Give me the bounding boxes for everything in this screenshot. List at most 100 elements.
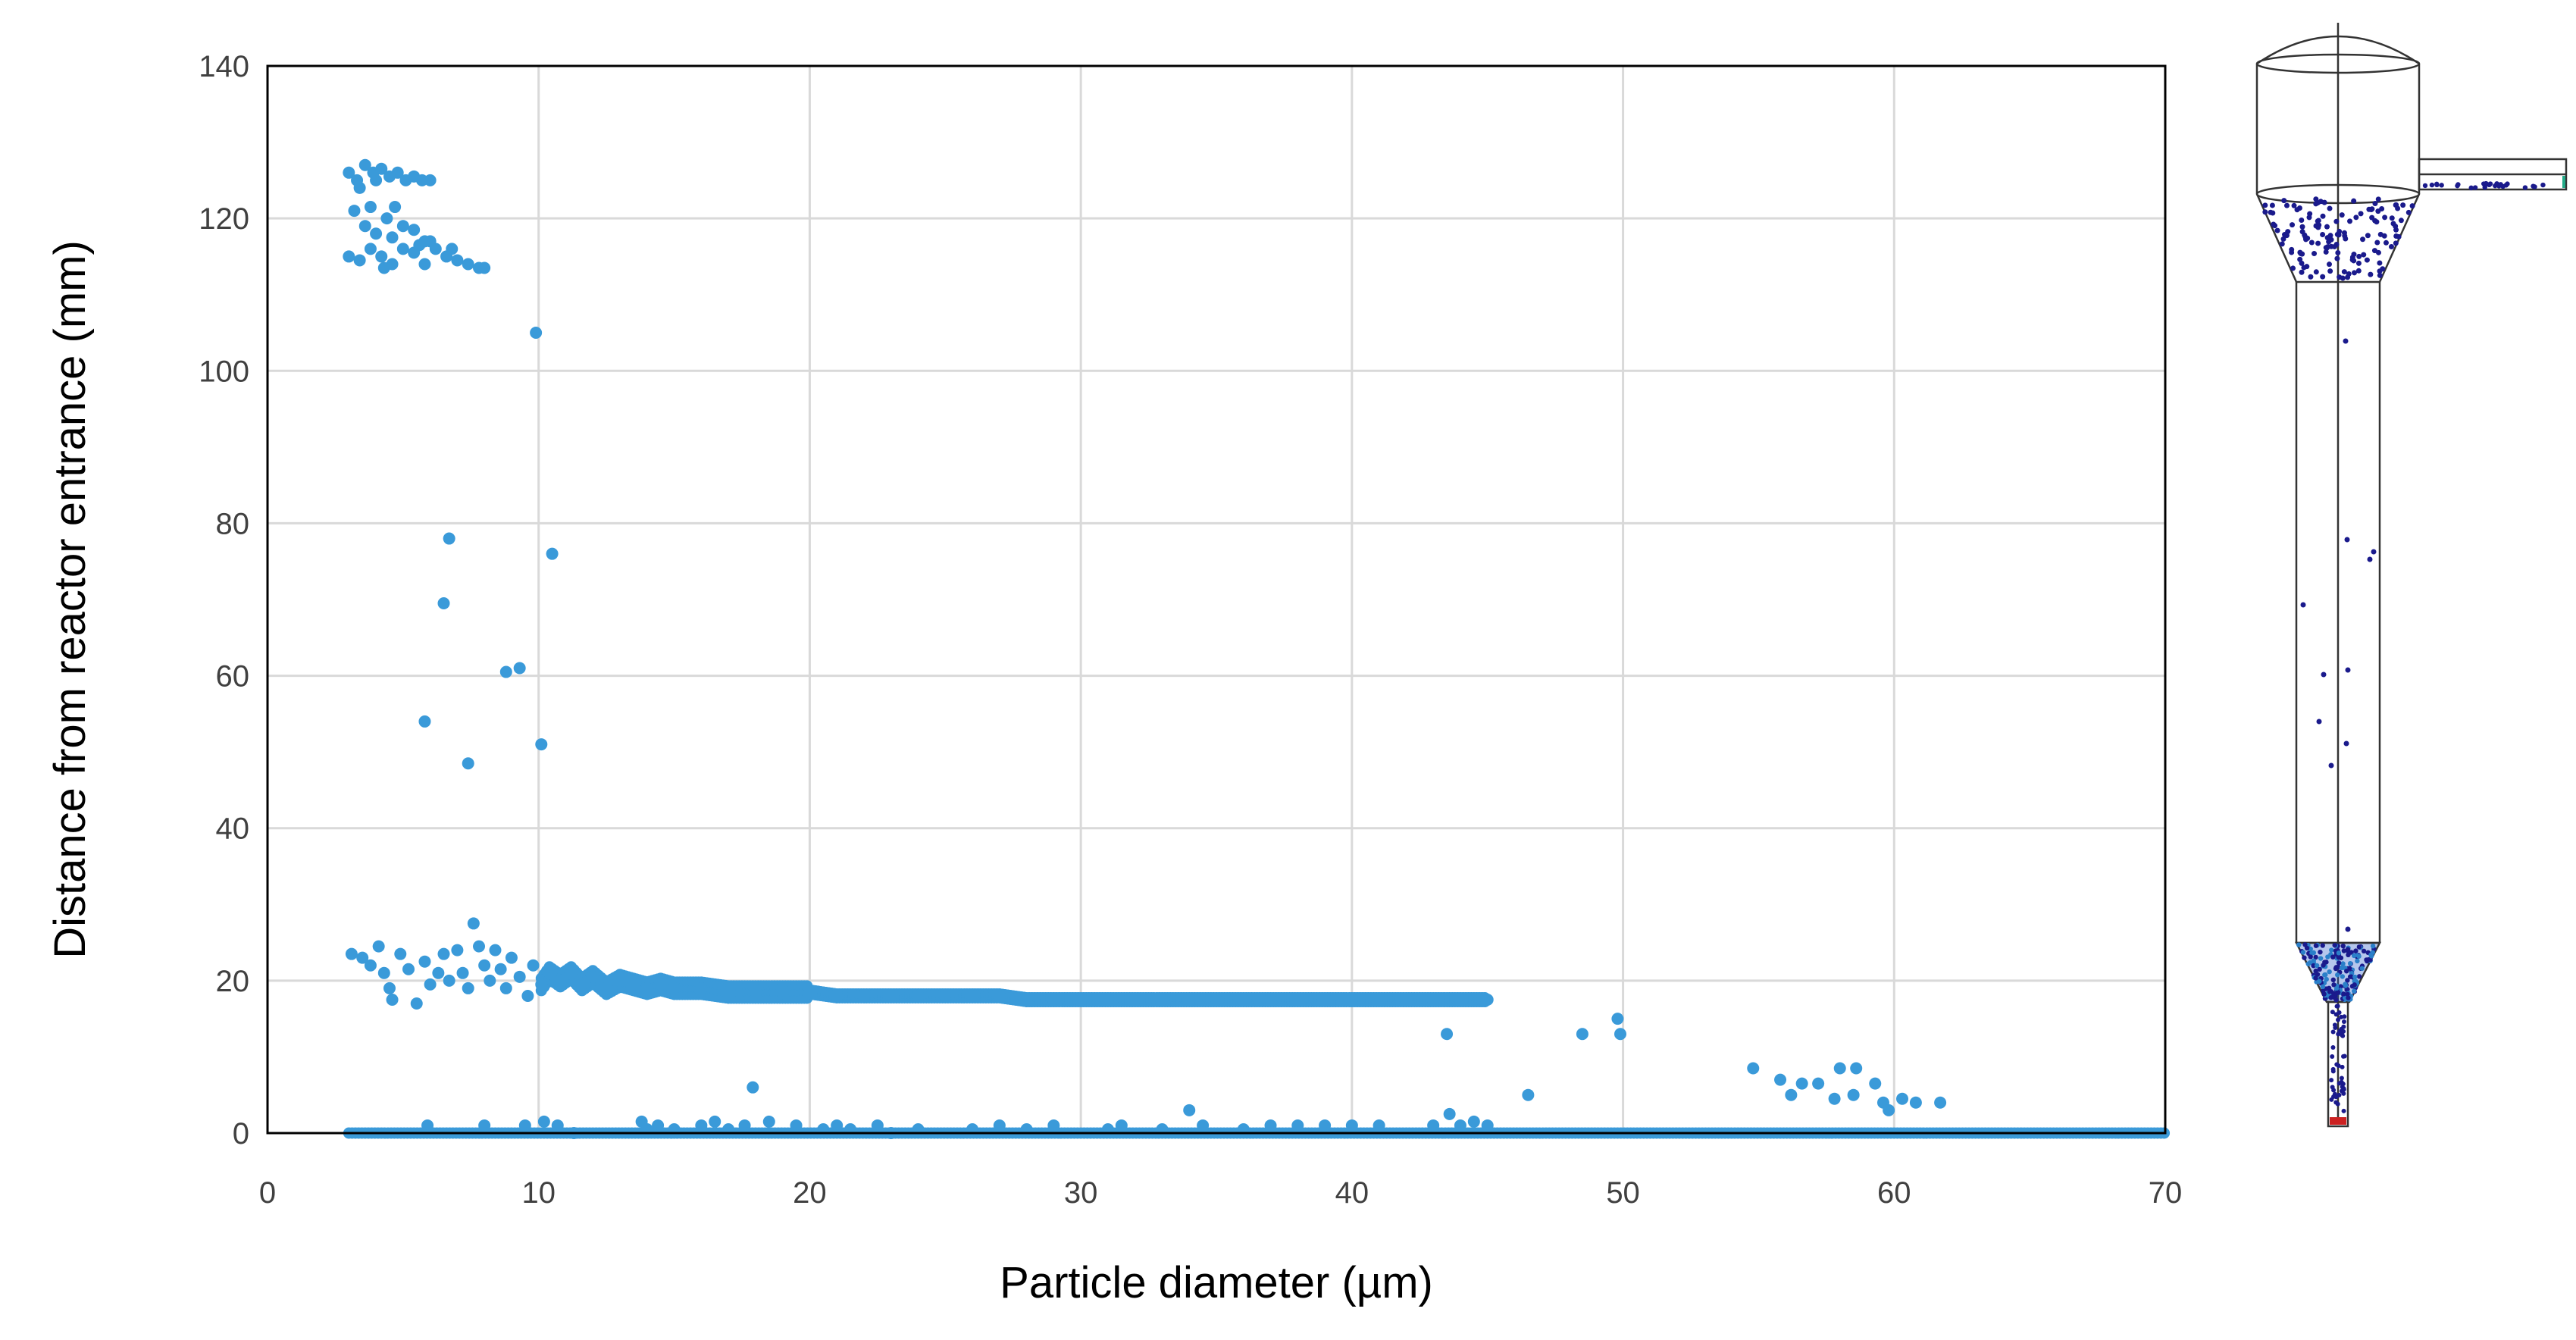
reactor-particle — [2330, 954, 2336, 960]
reactor-particle — [2375, 196, 2381, 202]
data-point — [966, 989, 979, 1002]
reactor-particle — [2333, 965, 2339, 970]
reactor-particle — [2318, 199, 2324, 205]
reactor-particle — [2382, 214, 2388, 221]
reactor-particle — [2333, 986, 2340, 991]
data-point — [1522, 1088, 1535, 1101]
reactor-particle — [2531, 183, 2536, 189]
reactor-particle — [2339, 1014, 2344, 1019]
reactor-particle — [2355, 268, 2362, 274]
data-point — [776, 985, 789, 998]
reactor-particle — [2289, 246, 2295, 252]
reactor-particle — [2439, 183, 2444, 188]
data-point — [1909, 1096, 1922, 1109]
reactor-particle — [2294, 207, 2300, 213]
reactor-particle — [2356, 974, 2362, 979]
data-point — [1454, 1119, 1466, 1132]
reactor-particle — [2337, 228, 2343, 234]
x-tick-label: 20 — [793, 1176, 827, 1210]
reactor-particle — [2361, 252, 2367, 258]
reactor-particle — [2342, 233, 2348, 239]
reactor-particle — [2300, 602, 2306, 608]
reactor-particle — [2369, 214, 2375, 221]
data-point — [1237, 994, 1250, 1006]
reactor-particle — [2308, 240, 2315, 246]
data-point — [348, 205, 361, 218]
data-point — [1443, 1107, 1456, 1120]
reactor-particle — [2315, 240, 2321, 246]
reactor-particle — [2500, 183, 2506, 189]
data-point — [1850, 1062, 1863, 1075]
reactor-particle — [2340, 974, 2346, 979]
data-point — [1291, 994, 1304, 1006]
reactor-particle — [2359, 966, 2365, 971]
reactor-particle — [2317, 966, 2322, 972]
data-point — [513, 662, 526, 675]
data-point — [1128, 994, 1141, 1006]
x-axis-title: Particle diameter (µm) — [1000, 1258, 1433, 1307]
reactor-particle — [2522, 185, 2528, 190]
y-tick-label: 120 — [199, 202, 249, 236]
reactor-particle — [2330, 1029, 2336, 1035]
x-tick-label: 30 — [1064, 1176, 1098, 1210]
y-tick-label: 20 — [216, 965, 250, 998]
data-point — [1934, 1096, 1947, 1109]
data-point — [462, 258, 474, 271]
data-point — [652, 1119, 665, 1132]
reactor-particle — [2367, 556, 2373, 562]
reactor-particle — [2361, 948, 2367, 954]
plot-area-frame — [266, 64, 2167, 1135]
data-point — [467, 917, 480, 930]
data-point — [396, 220, 409, 233]
reactor-particle — [2472, 185, 2478, 190]
data-point — [473, 940, 486, 953]
data-point — [993, 989, 1006, 1002]
data-point — [1373, 994, 1385, 1006]
reactor-particle — [2262, 202, 2268, 208]
reactor-particle — [2327, 989, 2333, 994]
data-point — [418, 955, 431, 968]
reactor-particle — [2356, 944, 2362, 950]
reactor-particle — [2330, 1069, 2336, 1074]
reactor-particle — [2307, 211, 2313, 217]
data-point — [627, 978, 640, 991]
data-point — [695, 982, 708, 994]
data-point — [356, 951, 369, 964]
reactor-schematic — [2255, 23, 2568, 1128]
reactor-particle — [2349, 974, 2354, 979]
data-point — [543, 966, 556, 979]
reactor-particle — [2330, 1044, 2336, 1050]
data-point — [462, 982, 474, 994]
data-point — [1197, 1119, 1210, 1132]
data-point — [499, 665, 512, 678]
reactor-particle — [2331, 1094, 2337, 1099]
data-point — [587, 970, 599, 983]
data-point — [402, 963, 415, 975]
reactor-particle — [2341, 948, 2347, 953]
reactor-particle — [2372, 201, 2378, 207]
data-point — [614, 974, 627, 987]
reactor-particle — [2268, 209, 2274, 215]
data-point — [432, 966, 445, 979]
reactor-particle — [2341, 1108, 2346, 1113]
data-point — [1883, 1104, 1895, 1116]
data-point — [451, 944, 464, 956]
data-point — [668, 982, 681, 994]
data-point — [1812, 1077, 1825, 1090]
reactor-particle — [2308, 274, 2314, 280]
reactor-particle — [2327, 205, 2333, 211]
reactor-particle — [2371, 248, 2377, 254]
reactor-particle — [2320, 231, 2326, 237]
data-point — [386, 994, 399, 1006]
reactor-particle — [2299, 260, 2305, 266]
reactor-particle — [2313, 975, 2318, 981]
data-point — [353, 254, 366, 267]
reactor-particle — [2336, 960, 2342, 966]
reactor-particle — [2365, 233, 2371, 239]
reactor-particle — [2368, 271, 2374, 277]
reactor-particle — [2341, 1019, 2346, 1025]
data-point — [1047, 994, 1060, 1006]
y-tick-label: 60 — [216, 660, 250, 693]
reactor-particle — [2366, 206, 2372, 212]
reactor-particle — [2336, 950, 2342, 956]
